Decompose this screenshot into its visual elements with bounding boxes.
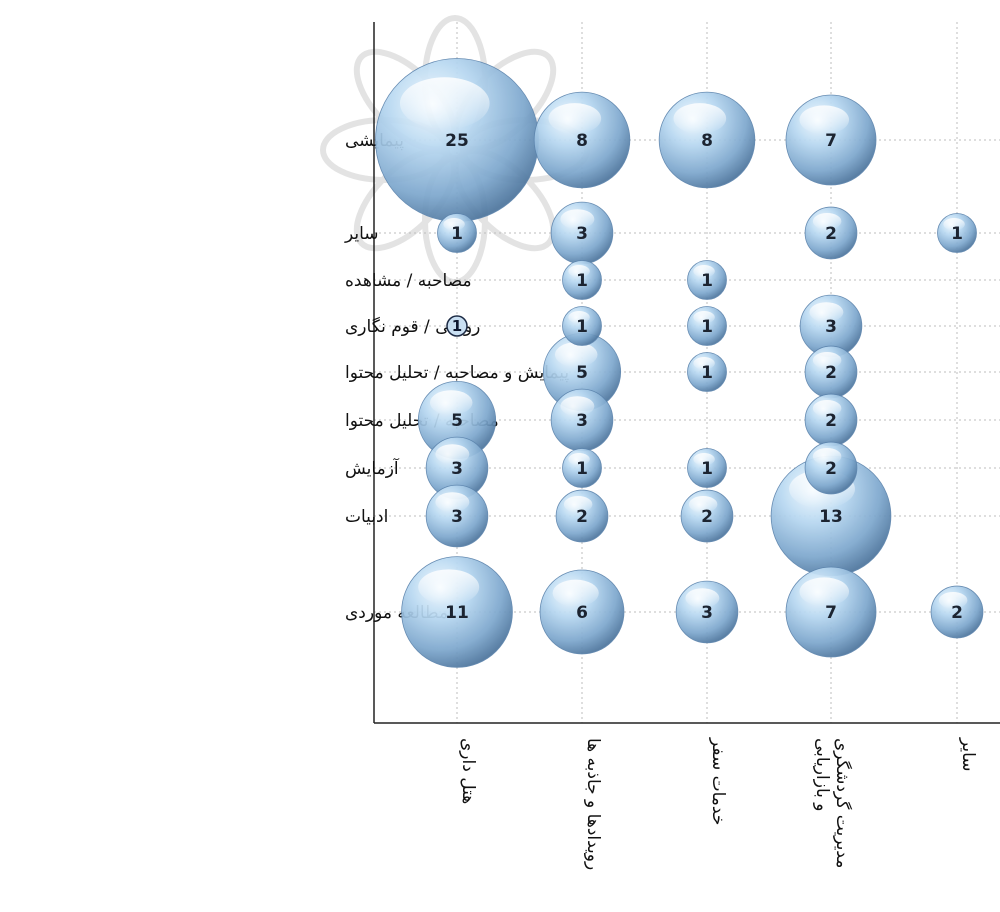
bubble-value-label: 5 — [576, 363, 588, 383]
bubble-value-label: 1 — [701, 271, 713, 291]
row-label: آزمایش — [345, 457, 400, 479]
row-label: مصاحبه / مشاهده — [345, 271, 472, 291]
bubble-value-label: 8 — [701, 131, 713, 151]
bubble-value-label: 3 — [451, 507, 463, 527]
bubble-highlight — [568, 452, 590, 466]
bubble-value-label: 1 — [951, 224, 963, 244]
bubble-highlight — [799, 577, 850, 607]
bubble-highlight — [548, 103, 602, 134]
column-labels: هتل داری رویدادها و جاذبه ها خدمات سفر مدیر… — [458, 737, 978, 870]
bubble-value-label: 3 — [701, 603, 713, 623]
bubble-value-label: 5 — [451, 411, 463, 431]
bubble-value-label: 7 — [825, 603, 837, 623]
bubble-highlight — [812, 400, 842, 417]
bubble-value-label: 2 — [825, 411, 837, 431]
bubble-highlight — [560, 209, 595, 229]
bubble-highlight — [435, 444, 470, 464]
bubble-highlight — [418, 569, 480, 605]
bubble-value-label: 1 — [576, 271, 588, 291]
bubble-value-label: 2 — [825, 363, 837, 383]
bubble-highlight — [693, 310, 715, 324]
bubble-highlight — [673, 103, 727, 134]
bubble-highlight — [435, 492, 470, 512]
bubble-highlight — [812, 213, 842, 230]
row-label: سایر — [344, 224, 379, 244]
bubble-highlight — [688, 496, 718, 513]
bubble-highlight — [809, 302, 844, 322]
bubble-highlight — [799, 105, 850, 135]
bubble-value-label: 6 — [576, 603, 588, 623]
bubble-value-label: 2 — [825, 224, 837, 244]
column-label: مدیریت گردشگری — [832, 738, 853, 868]
column-label: خدمات سفر — [708, 737, 728, 825]
bubble-value-label: 1 — [452, 317, 462, 335]
bubble-highlight — [568, 310, 590, 324]
bubble-highlight — [943, 217, 965, 231]
bubble-highlight — [429, 390, 473, 415]
bubble-value-label: 1 — [576, 459, 588, 479]
bubble-value-label: 8 — [576, 131, 588, 151]
column-label: رویدادها و جاذبه ها — [583, 738, 603, 870]
column-label: و بازاریابی — [812, 738, 832, 811]
bubble-value-label: 2 — [825, 459, 837, 479]
row-label: ادبیات — [345, 507, 388, 527]
bubble-highlight — [554, 342, 598, 367]
bubble-highlight — [399, 77, 490, 130]
column-label: سایر — [958, 737, 978, 772]
bubble-value-label: 3 — [576, 411, 588, 431]
axes — [373, 22, 1000, 724]
bubble-value-label: 2 — [951, 603, 963, 623]
bubble-value-label: 3 — [825, 317, 837, 337]
bubble-highlight — [693, 264, 715, 278]
bubble-value-label: 13 — [819, 507, 843, 527]
bubble-value-label: 1 — [701, 363, 713, 383]
bubble-highlight — [443, 217, 465, 231]
row-label: روایتی / قوم نگاری — [345, 316, 480, 337]
bubble-highlight — [552, 579, 599, 607]
column-label: هتل داری — [458, 738, 478, 804]
bubble-value-label: 1 — [701, 459, 713, 479]
bubble-value-label: 3 — [576, 224, 588, 244]
bubble-value-label: 11 — [445, 603, 469, 623]
bubble-highlight — [693, 452, 715, 466]
bubble-value-label: 3 — [451, 459, 463, 479]
bubble-highlight — [812, 448, 842, 465]
bubble-value-label: 1 — [701, 317, 713, 337]
row-label: پیمایش و مصاحبه / تحلیل محتوا — [345, 363, 569, 383]
bubble-value-label: 7 — [825, 131, 837, 151]
bubble-value-label: 2 — [576, 507, 588, 527]
bubble-highlight — [563, 496, 593, 513]
bubble-value-label: 1 — [576, 317, 588, 337]
bubble-highlight — [685, 588, 720, 608]
bubble-value-label: 2 — [701, 507, 713, 527]
bubble-value-label: 25 — [445, 131, 469, 151]
bubble-highlight — [560, 396, 595, 416]
bubble-highlight — [693, 356, 715, 370]
bubble-highlight — [938, 592, 968, 609]
bubble-highlight — [812, 352, 842, 369]
bubble — [446, 315, 468, 337]
bubble-highlight — [568, 264, 590, 278]
bubble-value-label: 1 — [451, 224, 463, 244]
